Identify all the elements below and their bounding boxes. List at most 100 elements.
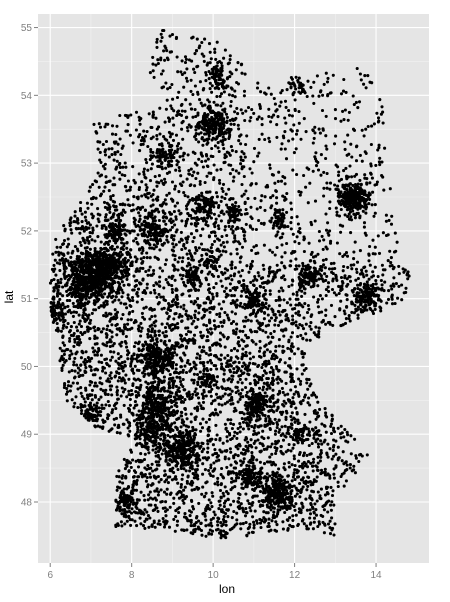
data-point xyxy=(95,353,99,357)
data-point xyxy=(233,406,237,410)
data-point xyxy=(281,520,285,524)
data-point xyxy=(275,377,279,381)
data-point xyxy=(284,417,288,421)
data-point xyxy=(249,319,253,323)
data-point xyxy=(224,536,228,540)
data-point xyxy=(342,435,346,439)
data-point xyxy=(105,218,109,223)
data-point xyxy=(164,514,168,518)
data-point xyxy=(78,319,82,323)
data-point xyxy=(252,245,256,249)
data-point xyxy=(220,234,224,239)
data-point xyxy=(116,352,120,356)
data-point xyxy=(68,336,72,341)
data-point xyxy=(143,208,147,212)
data-point xyxy=(217,402,221,406)
data-point xyxy=(126,420,131,424)
data-point xyxy=(314,513,319,517)
data-point xyxy=(218,181,222,185)
data-point xyxy=(120,295,124,299)
data-point xyxy=(271,370,275,374)
data-point xyxy=(311,391,315,395)
data-point xyxy=(380,286,384,291)
data-point xyxy=(325,147,329,151)
data-point xyxy=(258,205,262,209)
data-point xyxy=(180,418,184,422)
data-point xyxy=(169,104,173,108)
data-point xyxy=(377,251,382,255)
data-point xyxy=(250,171,254,175)
data-point xyxy=(362,82,366,86)
data-point xyxy=(260,123,264,127)
data-point xyxy=(145,251,149,255)
data-point xyxy=(283,182,287,186)
data-point xyxy=(290,463,294,467)
data-point xyxy=(204,534,208,538)
data-point xyxy=(290,342,294,346)
data-point xyxy=(142,167,146,171)
data-point xyxy=(321,93,325,97)
data-point xyxy=(89,318,93,322)
data-point xyxy=(275,196,279,200)
data-point xyxy=(186,358,190,363)
data-point xyxy=(341,109,345,113)
data-point xyxy=(336,426,340,430)
data-point xyxy=(168,34,172,38)
data-point xyxy=(268,350,272,354)
data-point xyxy=(307,443,311,448)
data-point xyxy=(145,286,149,290)
data-point xyxy=(266,335,270,339)
data-point xyxy=(159,58,163,62)
data-point xyxy=(187,123,191,127)
data-point xyxy=(319,173,323,177)
data-point xyxy=(356,106,360,110)
data-point xyxy=(204,220,208,224)
data-point xyxy=(242,192,246,196)
data-point xyxy=(190,378,194,382)
data-point xyxy=(130,392,134,396)
data-point xyxy=(155,467,159,471)
data-point xyxy=(148,516,152,520)
data-point xyxy=(299,333,303,337)
data-point xyxy=(257,375,261,379)
data-point xyxy=(128,397,132,401)
data-point xyxy=(192,428,196,432)
data-point xyxy=(235,327,239,331)
data-point xyxy=(283,424,287,428)
data-point xyxy=(228,288,232,293)
data-point xyxy=(110,355,114,359)
data-point xyxy=(249,502,253,506)
data-point xyxy=(353,471,357,475)
data-point xyxy=(250,259,255,263)
data-point xyxy=(110,153,114,157)
data-point xyxy=(112,212,116,216)
data-point xyxy=(212,319,216,323)
data-point xyxy=(341,450,345,454)
data-point xyxy=(243,514,248,518)
data-point xyxy=(57,314,61,318)
data-point xyxy=(129,248,133,252)
data-point xyxy=(207,468,211,473)
data-point xyxy=(173,347,177,351)
data-point xyxy=(127,469,131,473)
data-point xyxy=(83,370,87,374)
data-point xyxy=(335,213,339,217)
data-point xyxy=(401,267,405,271)
data-point xyxy=(244,444,248,448)
data-point xyxy=(281,289,285,293)
data-point xyxy=(296,392,300,396)
data-point xyxy=(104,180,108,185)
data-point xyxy=(230,310,234,314)
data-point xyxy=(240,245,245,249)
data-point xyxy=(59,281,63,285)
data-point xyxy=(241,319,246,323)
data-point xyxy=(91,216,95,220)
data-point xyxy=(231,94,235,98)
data-point xyxy=(265,381,269,385)
data-point xyxy=(73,369,77,373)
data-point xyxy=(182,303,186,307)
data-point xyxy=(222,300,226,304)
data-point xyxy=(180,72,184,77)
data-point xyxy=(173,323,177,327)
data-point xyxy=(233,453,237,457)
